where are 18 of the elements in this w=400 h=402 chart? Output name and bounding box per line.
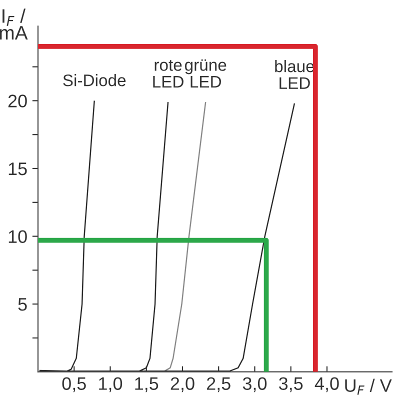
- y-axis-title: I$_{F}$ / mA: [0, 8, 28, 40]
- y-tick-label: 5: [18, 298, 27, 311]
- x-tick-label: 1,5: [135, 377, 158, 392]
- x-tick-label: 0,5: [62, 377, 86, 392]
- x-tick-label: 3,0: [242, 377, 267, 392]
- x-tick-label: 3,5: [278, 377, 303, 392]
- y-tick-label: 20: [8, 94, 27, 108]
- x-tick-label: 2,0: [170, 377, 194, 392]
- series-label: rote LED: [153, 60, 184, 88]
- x-tick-label: 4,0: [314, 377, 339, 392]
- y-tick-label: 10: [8, 230, 27, 243]
- series-label: blaue LED: [275, 60, 314, 89]
- series-label: grüne LED: [184, 59, 226, 88]
- series-label: Si-Diode: [63, 74, 126, 86]
- x-axis-title: U$_{F}$ / V: [345, 378, 392, 395]
- x-tick-label: 2,5: [206, 377, 230, 392]
- x-tick-label: 1,0: [99, 377, 122, 392]
- y-tick-label: 15: [8, 162, 27, 176]
